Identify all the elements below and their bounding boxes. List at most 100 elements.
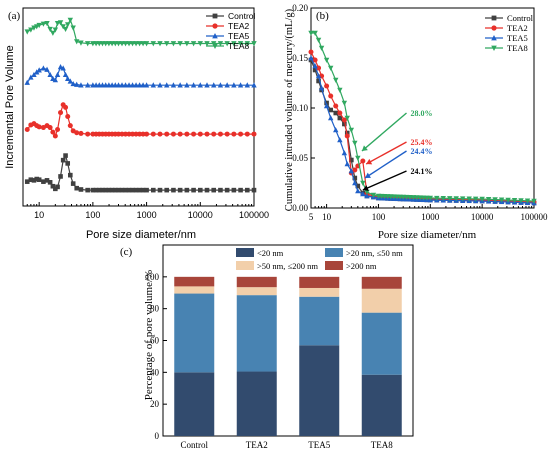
panel-c-bar-segment [174, 293, 215, 373]
panel-c-x-tick-label: Control [180, 440, 208, 449]
panel-b-data-point [308, 49, 314, 55]
panel-a-data-point [115, 82, 122, 88]
panel-b-data-point [324, 100, 329, 106]
panel-b-legend-marker [491, 35, 497, 41]
panel-b-series-line [310, 51, 535, 203]
panel-b-data-point [427, 195, 434, 201]
panel-b-data-point [364, 193, 370, 199]
panel-a-x-tick-label: 1000 [137, 210, 157, 220]
panel-b-data-point [323, 103, 330, 109]
panel-a-data-point [54, 71, 61, 78]
panel-a-data-point [137, 131, 143, 137]
panel-b-x-tick-label: 100 [372, 212, 386, 222]
panel-a-data-point [24, 79, 30, 85]
panel-b-data-point [328, 115, 334, 121]
panel-a-data-point [65, 161, 71, 166]
panel-b-data-point [315, 73, 322, 79]
panel-b-data-point [344, 133, 350, 139]
panel-c-label: (c) [120, 246, 133, 258]
panel-b-y-tick-label: 0.05 [292, 153, 308, 163]
panel-b-data-point [364, 189, 370, 195]
panel-a-data-point [60, 24, 66, 30]
panel-b-data-point [328, 93, 334, 99]
panel-a-data-point [231, 131, 237, 137]
panel-a-data-point [31, 178, 37, 183]
panel-c-legend-swatch [236, 261, 254, 270]
panel-a-data-point [34, 69, 40, 75]
panel-a-data-point [184, 187, 190, 193]
panel-a-data-point [191, 187, 196, 193]
panel-a-data-point [74, 39, 80, 45]
panel-b-data-point [337, 110, 343, 116]
panel-c-y-tick-label: 100 [146, 272, 160, 282]
panel-a-data-point [62, 26, 69, 33]
panel-a-legend-marker [212, 13, 218, 19]
panel-a-data-point [116, 131, 122, 137]
panel-a-data-point [74, 130, 80, 136]
panel-b-data-point [352, 167, 358, 173]
panel-b-data-point [511, 197, 518, 204]
panel-b-data-point [308, 55, 314, 61]
panel-a-label: (a) [8, 10, 21, 22]
panel-b-annotation-text: 24.1% [411, 167, 433, 176]
panel-a-data-point [211, 187, 217, 193]
panel-a-data-point [150, 187, 156, 193]
panel-a-data-point [150, 82, 156, 88]
panel-a-data-point [136, 41, 143, 47]
panel-c-bar-segment [299, 345, 340, 436]
panel-a-data-point [204, 41, 210, 47]
panel-a-data-point [50, 129, 56, 135]
panel-a-data-point [231, 82, 237, 88]
panel-a-data-point [70, 181, 76, 186]
panel-a-data-point [100, 187, 105, 193]
panel-a-data-point [63, 153, 68, 158]
panel-a-data-point [119, 82, 125, 88]
panel-a-data-point [126, 187, 132, 193]
panel-b-data-point [352, 175, 358, 181]
panel-c-bar-segment [299, 296, 340, 346]
panel-a-data-point [157, 187, 163, 193]
panel-a-data-point [58, 174, 63, 179]
panel-a-data-point [144, 187, 149, 193]
panel-b-data-point [328, 107, 334, 113]
panel-c-bar-segment [236, 371, 277, 436]
panel-a-data-point [78, 187, 84, 192]
panel-a-data-point [44, 178, 50, 183]
panel-b-x-tick-label: 10000 [471, 212, 494, 222]
panel-a-data-point [231, 41, 237, 47]
panel-a-data-point [170, 41, 177, 47]
panel-b-legend-label: Control [507, 13, 534, 23]
panel-b-data-point [337, 115, 343, 121]
panel-b-data-point [518, 198, 524, 204]
panel-a-data-point [44, 66, 50, 72]
panel-c-x-tick-label: TEA5 [308, 440, 330, 449]
panel-a-data-point [52, 27, 59, 33]
panel-b-data-point [324, 83, 330, 89]
panel-c-bar-segment [236, 295, 277, 372]
panel-a-data-point [44, 20, 50, 27]
panel-c-bar-segment [361, 312, 402, 375]
panel-a-data-point [184, 131, 190, 137]
panel-a-data-point [217, 131, 223, 137]
panel-b-data-point [531, 198, 537, 204]
panel-a-data-point [143, 41, 150, 47]
panel-a-legend-label: TEA8 [228, 41, 250, 51]
panel-a-data-point [129, 82, 136, 88]
panel-b-y-axis-label: Cumulative intruded volume of mercury/(m… [284, 8, 295, 211]
panel-c-x-tick-label: TEA8 [371, 440, 393, 449]
panel-a-data-point [36, 67, 42, 73]
panel-a-data-point [204, 187, 210, 193]
panel-a-data-point [217, 82, 224, 88]
panel-a-data-point [211, 131, 217, 137]
panel-c-legend-label: >200 nm [346, 261, 377, 271]
panel-a-data-point [157, 131, 163, 137]
panel-b-data-point [337, 87, 343, 93]
panel-a-data-point [244, 82, 250, 88]
panel-a-x-tick-label: 100 [85, 210, 100, 220]
panel-a-data-point [70, 80, 76, 87]
panel-a-data-point [218, 187, 223, 193]
panel-a-data-point [177, 131, 183, 137]
panel-c-y-tick-label: 80 [150, 304, 160, 314]
panel-a-data-point [224, 82, 230, 88]
panel-a-data-point [70, 25, 76, 31]
